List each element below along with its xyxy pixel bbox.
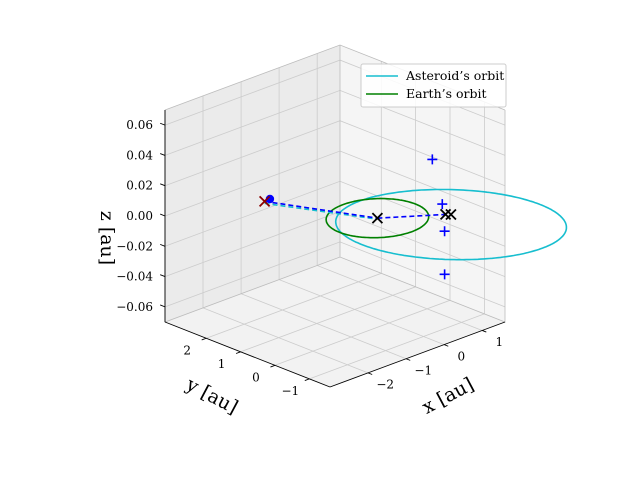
x-axis-line <box>329 321 506 388</box>
y-tick-label: −1 <box>282 384 300 398</box>
z-tick-mark <box>160 243 166 247</box>
plus-marker <box>427 154 438 165</box>
x-tick-mark <box>443 344 449 347</box>
y-tick-mark <box>201 337 207 341</box>
y-tick-mark <box>235 351 241 354</box>
z-tick-mark <box>160 183 166 187</box>
z-tick-mark <box>160 213 166 217</box>
z-tick-label: 0.04 <box>126 148 153 162</box>
plot-area <box>258 154 568 280</box>
plus-marker <box>439 269 450 280</box>
y-tick-label: 0 <box>252 370 260 384</box>
z-tick-label: −0.06 <box>116 300 153 314</box>
y-axis-line <box>164 321 331 388</box>
floor-pane <box>165 257 505 387</box>
z-tick-label: −0.04 <box>116 270 153 284</box>
legend-frame <box>360 63 507 108</box>
x-tick-mark <box>367 372 373 375</box>
x-tick-label: 0 <box>457 349 465 363</box>
legend-entry-earth: Earth’s orbit <box>406 86 487 101</box>
plus-marker <box>439 226 450 237</box>
y-tick-label: 2 <box>183 343 191 357</box>
x-tick-mark <box>405 358 411 361</box>
legend: Asteroid’s orbit Earth’s orbit <box>360 63 507 108</box>
legend-entry-asteroid: Asteroid’s orbit <box>405 68 504 83</box>
z-tick-mark <box>160 153 166 156</box>
tick-labels: −2 −1 0 1 −1 0 1 2 −0.06 −0.04 −0.02 0.00 0.02 0.04 0.… <box>116 118 503 398</box>
x-marker <box>258 195 271 208</box>
x-tick-label: 1 <box>496 335 504 349</box>
x-marker <box>445 208 457 221</box>
z-tick-label: −0.02 <box>116 239 153 253</box>
y-tick-mark <box>270 364 276 368</box>
x-marker <box>371 212 384 224</box>
z-tick-label: 0.06 <box>126 118 153 132</box>
y-tick-label: 1 <box>218 357 226 371</box>
z-tick-label: 0.02 <box>126 179 153 193</box>
z-tick-label: 0.00 <box>126 209 153 223</box>
z-tick-mark <box>160 304 166 308</box>
transfer-segment-dashed <box>377 213 446 219</box>
plus-marker <box>437 199 448 210</box>
x-tick-label: −2 <box>376 378 394 392</box>
z-tick-mark <box>160 122 166 126</box>
z-tick-mark <box>160 274 166 277</box>
earth-orbit-line <box>325 197 430 239</box>
z-axis-label: z [au] <box>96 211 118 265</box>
asteroid-orbit-line <box>334 188 568 261</box>
asteroid-link-dashed <box>264 202 378 220</box>
x-axis-label: x [au] <box>418 373 477 418</box>
transfer-segment-dashed <box>264 200 378 219</box>
y-axis-label: y [au] <box>182 373 242 419</box>
x-tick-mark <box>482 330 487 333</box>
x-tick-label: −1 <box>414 364 432 378</box>
y-tick-mark <box>304 378 310 381</box>
